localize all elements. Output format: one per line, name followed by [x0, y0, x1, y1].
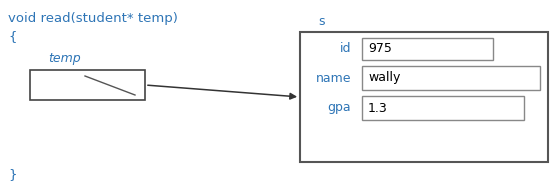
Text: 1.3: 1.3 — [368, 102, 388, 115]
Bar — [300, 32, 548, 162]
Text: }: } — [8, 168, 17, 181]
Text: id: id — [340, 42, 351, 55]
Bar — [30, 70, 145, 100]
Text: name: name — [315, 71, 351, 84]
Bar — [362, 38, 493, 60]
Text: void read(student* temp): void read(student* temp) — [8, 12, 178, 25]
Text: gpa: gpa — [327, 102, 351, 115]
Bar — [362, 66, 540, 90]
Text: {: { — [8, 30, 17, 43]
Text: wally: wally — [368, 71, 400, 84]
Text: 975: 975 — [368, 42, 392, 55]
Bar — [362, 96, 524, 120]
Text: temp: temp — [48, 52, 81, 65]
Text: s: s — [318, 15, 325, 28]
